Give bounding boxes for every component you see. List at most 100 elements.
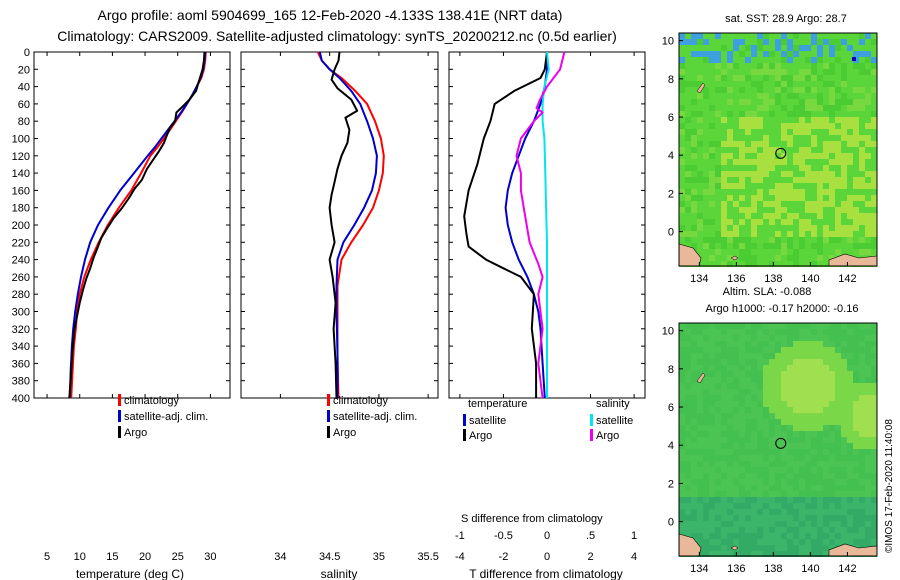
map-cell (721, 63, 727, 69)
map-cell (769, 45, 775, 51)
map-cell (709, 111, 715, 117)
map-cell (679, 93, 685, 99)
map-cell (727, 323, 733, 329)
map-cell (775, 183, 781, 189)
map-cell (739, 371, 745, 377)
map-cell (691, 33, 697, 39)
map-cell (781, 237, 787, 243)
map-cell (733, 45, 739, 51)
map-cell (859, 249, 865, 255)
map-cell (787, 159, 793, 165)
legend-label: Argo (124, 427, 147, 439)
map-cell (853, 225, 859, 231)
map-cell (769, 467, 775, 473)
map-cell (679, 521, 685, 527)
map-cell (787, 521, 793, 527)
map-cell (847, 509, 853, 515)
map-cell (769, 249, 775, 255)
map-cell (829, 425, 835, 431)
map-cell (817, 431, 823, 437)
sla-map-cells (679, 323, 877, 557)
map-cell (787, 395, 793, 401)
map-cell (841, 219, 847, 225)
map-cell (829, 395, 835, 401)
map-cell (823, 63, 829, 69)
map-cell (793, 63, 799, 69)
map-cell (691, 189, 697, 195)
map-cell (727, 341, 733, 347)
map-cell (835, 213, 841, 219)
legend-label: climatology (333, 395, 389, 407)
map-cell (787, 165, 793, 171)
map-cell (817, 111, 823, 117)
map-cell (793, 509, 799, 515)
map-cell (727, 527, 733, 533)
map-cell (733, 75, 739, 81)
map-cell (775, 81, 781, 87)
map-cell (703, 551, 709, 557)
map-cell (835, 129, 841, 135)
map-cell (763, 129, 769, 135)
map-cell (835, 401, 841, 407)
map-cell (709, 491, 715, 497)
map-cell (733, 407, 739, 413)
map-cell (835, 413, 841, 419)
map-cell (841, 419, 847, 425)
map-cell (841, 413, 847, 419)
s-tick-label: 1 (631, 530, 637, 542)
map-cell (829, 491, 835, 497)
map-cell (775, 425, 781, 431)
map-cell (751, 485, 757, 491)
map-cell (745, 437, 751, 443)
map-cell (739, 33, 745, 39)
map-cell (769, 431, 775, 437)
map-cell (697, 249, 703, 255)
map-cell (859, 461, 865, 467)
map-cell (715, 419, 721, 425)
map-cell (775, 111, 781, 117)
map-cell (685, 401, 691, 407)
map-cell (745, 189, 751, 195)
map-cell (715, 189, 721, 195)
map-cell (859, 129, 865, 135)
map-cell (745, 425, 751, 431)
map-cell (679, 497, 685, 503)
map-cell (745, 347, 751, 353)
map-cell (853, 365, 859, 371)
map-cell (835, 461, 841, 467)
map-cell (709, 347, 715, 353)
map-cell (841, 449, 847, 455)
map-cell (733, 207, 739, 213)
map-cell (727, 57, 733, 63)
map-cell (697, 527, 703, 533)
map-cell (817, 323, 823, 329)
map-cell (721, 503, 727, 509)
map-cell (793, 225, 799, 231)
map-cell (787, 455, 793, 461)
map-cell (865, 521, 871, 527)
map-cell (709, 93, 715, 99)
map-cell (709, 87, 715, 93)
map-cell (853, 461, 859, 467)
map-cell (685, 419, 691, 425)
depth-tick-label: 160 (12, 185, 30, 197)
map-cell (853, 123, 859, 129)
map-cell (805, 323, 811, 329)
map-cell (685, 455, 691, 461)
map-cell (781, 329, 787, 335)
map-cell (817, 33, 823, 39)
map-cell (757, 413, 763, 419)
map-cell (799, 527, 805, 533)
map-cell (733, 515, 739, 521)
map-cell (703, 87, 709, 93)
map-cell (739, 545, 745, 551)
map-cell (715, 389, 721, 395)
map-cell (871, 201, 877, 207)
map-cell (835, 135, 841, 141)
map-cell (727, 165, 733, 171)
map-cell (691, 63, 697, 69)
map-cell (853, 33, 859, 39)
map-cell (763, 33, 769, 39)
map-cell (811, 539, 817, 545)
